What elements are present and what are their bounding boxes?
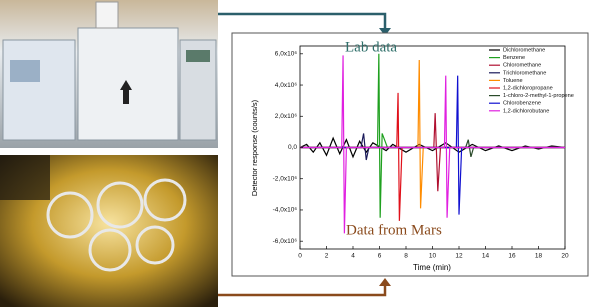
x-axis-label: Time (min): [413, 263, 451, 272]
x-tick-label: 12: [455, 253, 463, 260]
legend-label: 1-chloro-2-methyl-1-propene: [503, 93, 574, 99]
x-tick-label: 16: [508, 253, 516, 260]
x-tick-label: 4: [351, 253, 355, 260]
y-tick-label: 6,0x10⁶: [275, 51, 298, 58]
arrow-lab: [218, 12, 387, 30]
legend-label: Benzene: [503, 55, 525, 61]
legend-label: Chlorobenzene: [503, 101, 541, 107]
x-tick-label: 18: [535, 253, 543, 260]
x-tick-label: 20: [561, 253, 569, 260]
x-tick-label: 2: [325, 253, 329, 260]
lab-photo: [0, 0, 218, 148]
legend-label: Trichloromethane: [503, 70, 546, 76]
x-tick-label: 8: [404, 253, 408, 260]
legend-label: 1,2-dichloropropane: [503, 85, 553, 91]
legend-label: Toluene: [503, 78, 523, 84]
series-line: [300, 55, 565, 234]
y-tick-label: -6,0x10⁶: [273, 238, 298, 245]
x-tick-label: 0: [298, 253, 302, 260]
arrowhead-mars: [379, 278, 391, 286]
y-tick-label: 0,0: [288, 144, 297, 151]
y-tick-label: 2,0x10⁶: [275, 113, 298, 120]
y-tick-label: 4,0x10⁶: [275, 82, 298, 89]
legend-label: 1,2-dichlorobutane: [503, 108, 549, 114]
annotation-lab: Lab data: [345, 39, 397, 55]
arrowhead-lab: [379, 28, 391, 36]
legend-label: Dichloromethane: [503, 47, 545, 53]
hardware-photo: [0, 155, 218, 307]
x-tick-label: 14: [482, 253, 490, 260]
legend-label: Chloromethane: [503, 63, 541, 69]
y-tick-label: -4,0x10⁶: [273, 207, 298, 214]
series-line: [299, 136, 566, 159]
chart-panel: [231, 32, 589, 277]
plot-lines: [299, 53, 566, 234]
annotation-mars: Data from Mars: [346, 222, 442, 238]
arrow-mars: [218, 284, 387, 297]
x-tick-label: 6: [378, 253, 382, 260]
x-tick-label: 10: [429, 253, 437, 260]
y-axis-label: Detector response (counts/s): [250, 99, 259, 196]
y-tick-label: -2,0x10⁶: [273, 175, 298, 182]
